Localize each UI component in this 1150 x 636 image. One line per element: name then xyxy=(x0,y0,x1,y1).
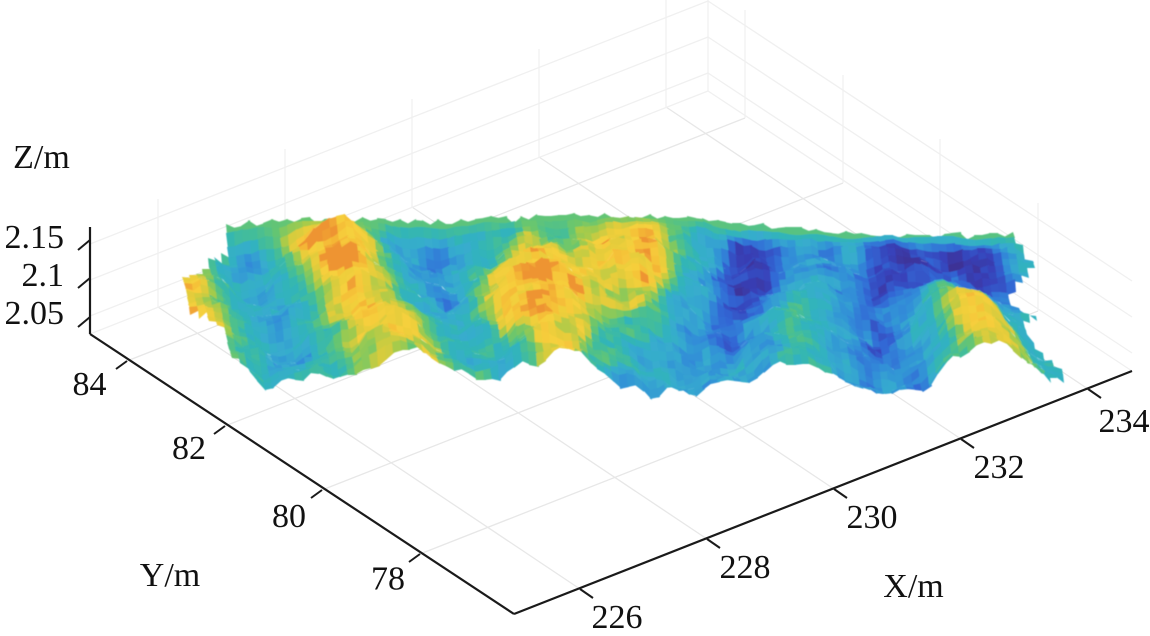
svg-text:84: 84 xyxy=(73,366,107,403)
svg-text:232: 232 xyxy=(974,449,1025,486)
svg-text:2.05: 2.05 xyxy=(5,295,65,332)
svg-text:Z/m: Z/m xyxy=(13,139,70,176)
svg-text:2.15: 2.15 xyxy=(5,219,65,256)
svg-text:230: 230 xyxy=(847,499,898,536)
svg-text:Y/m: Y/m xyxy=(140,557,200,594)
svg-text:226: 226 xyxy=(592,599,643,631)
svg-text:82: 82 xyxy=(172,430,206,467)
svg-text:234: 234 xyxy=(1099,403,1150,440)
svg-text:80: 80 xyxy=(272,498,306,535)
svg-text:X/m: X/m xyxy=(883,568,943,605)
svg-text:78: 78 xyxy=(371,561,405,598)
svg-text:228: 228 xyxy=(720,549,771,586)
svg-text:2.1: 2.1 xyxy=(22,257,65,294)
